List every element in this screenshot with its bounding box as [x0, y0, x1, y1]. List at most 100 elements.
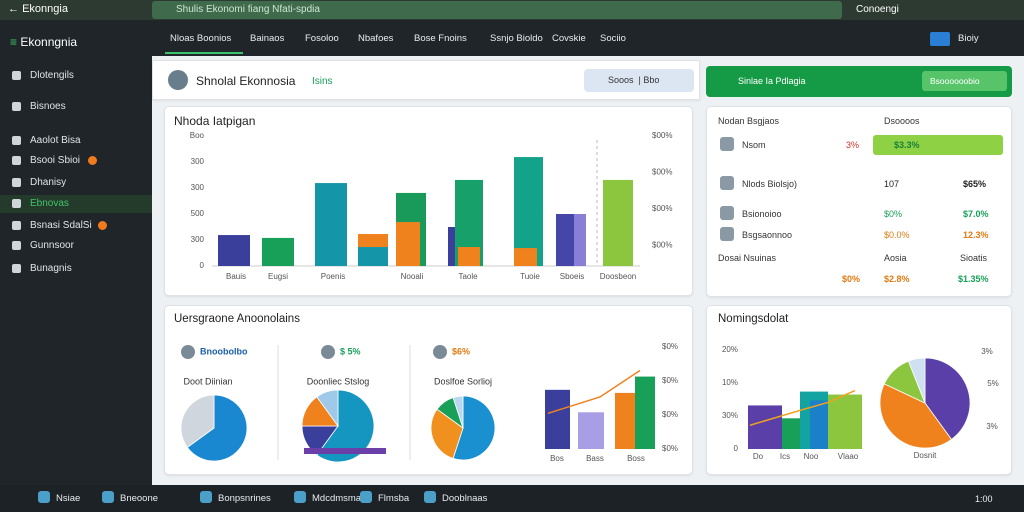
- task-item[interactable]: Flmsba: [378, 493, 410, 504]
- bar: [556, 214, 574, 266]
- header-button[interactable]: Sooos | Bbo: [584, 69, 694, 92]
- bar: [514, 248, 537, 266]
- side-item[interactable]: Gunnsoor: [30, 240, 74, 251]
- side-item[interactable]: Dlotengils: [30, 70, 74, 81]
- section-subtitle: Doonliec Stslog: [307, 376, 370, 386]
- task-item[interactable]: Mdcdmsmas: [312, 493, 366, 504]
- side-icon: [12, 136, 21, 145]
- bar: [448, 227, 456, 266]
- tab-underline: [165, 52, 243, 54]
- pie-slice: [316, 389, 375, 463]
- bar: [458, 247, 480, 266]
- nav-button[interactable]: Bioiy: [958, 33, 979, 44]
- task-icon: [424, 491, 436, 503]
- task-item[interactable]: Nsiae: [56, 493, 81, 504]
- side-item[interactable]: Ebnovas: [30, 198, 69, 209]
- side-icon: [12, 221, 21, 230]
- nav-tab[interactable]: Bose Fnoins: [414, 33, 467, 44]
- avatar: [168, 70, 188, 90]
- side-item[interactable]: Bisnoes: [30, 101, 66, 112]
- task-item[interactable]: Bonpsnrines: [218, 493, 271, 504]
- brand-text: Ekonngnia: [20, 35, 78, 49]
- y-tick-label: $0%: [662, 376, 678, 385]
- task-item[interactable]: Bneoone: [120, 493, 159, 504]
- bar: [545, 389, 570, 449]
- col-header: Sioatis: [960, 253, 988, 263]
- x-tick-label: Bos: [550, 454, 564, 463]
- task-icon: [38, 491, 50, 503]
- section-head: $6%: [452, 346, 470, 356]
- x-tick-label: Boss: [627, 454, 645, 463]
- side-item[interactable]: Dhanisy: [30, 177, 67, 188]
- bar: [358, 234, 388, 248]
- y2-tick-label: $00%: [652, 168, 672, 177]
- x-tick-label: Poenis: [321, 272, 345, 281]
- row-icon: [720, 176, 734, 190]
- y2-tick-label: $00%: [652, 241, 672, 250]
- col-header: Dsoooos: [884, 116, 920, 126]
- profile[interactable]: Conoengi: [856, 4, 899, 15]
- clock: 1:00: [975, 494, 993, 504]
- avatar: [433, 345, 447, 359]
- pie-slice: [430, 408, 464, 459]
- nav-tab[interactable]: Fosoloo: [305, 33, 339, 44]
- sidebar: [0, 20, 152, 485]
- row-label: Bsionoioo: [742, 209, 782, 219]
- line: [547, 369, 641, 415]
- section-subtitle: Doslfoe Sorlioj: [434, 376, 492, 386]
- side-icon: [12, 178, 21, 187]
- user-name: Shnolal Ekonnosia: [196, 74, 296, 88]
- chart-title: Nhoda Iatpigan: [174, 114, 256, 128]
- task-item[interactable]: Dooblnaas: [442, 493, 488, 504]
- x-tick-label: Eugsi: [268, 272, 288, 281]
- badge: [88, 156, 97, 165]
- y-tick-label: 300: [191, 183, 205, 192]
- progress: [873, 135, 1003, 155]
- tab-title[interactable]: ← Ekonngia: [8, 3, 68, 15]
- avatar: [181, 345, 195, 359]
- pie-value: 3%: [986, 422, 998, 431]
- section-subtitle: Doot Diinian: [183, 376, 232, 386]
- bar: [578, 412, 604, 449]
- x-tick-label: Do: [753, 452, 764, 461]
- y-tick-label: $0%: [662, 410, 678, 419]
- side-item[interactable]: Bunagnis: [30, 263, 72, 274]
- y-tick-label: 20%: [722, 345, 738, 354]
- analytics-card: [164, 305, 693, 475]
- bar: [635, 376, 655, 449]
- bar: [828, 394, 862, 449]
- row-value: $0%: [884, 209, 903, 219]
- pie-value: 3%: [981, 347, 993, 356]
- row-icon: [720, 227, 734, 241]
- row-value: $0.0%: [884, 230, 910, 240]
- pie-slice: [180, 394, 215, 448]
- side-item[interactable]: Aaolot Bisa: [30, 135, 81, 146]
- promo-text: Sinlae Ia Pdlagia: [738, 76, 806, 86]
- promo-button[interactable]: Bsoooooobio: [922, 71, 1007, 91]
- x-tick-label: Doosbeon: [600, 272, 636, 281]
- nav-tab[interactable]: Sociio: [600, 33, 626, 44]
- y-tick-label: 300: [191, 235, 205, 244]
- nav-tab[interactable]: Nbafoes: [358, 33, 394, 44]
- nav-tab[interactable]: Bainaos: [250, 33, 285, 44]
- y-tick-label: 0: [200, 261, 205, 270]
- row-icon: [720, 137, 734, 151]
- pie-slice: [316, 389, 339, 428]
- side-icon: [12, 241, 21, 250]
- button-text: Bbo: [643, 75, 660, 85]
- nav-tab[interactable]: Nloas Boonios: [170, 33, 232, 44]
- button-text: Sooos: [608, 75, 634, 85]
- url-bar[interactable]: Shulis Ekonomi fiang Nfati-spdia: [152, 1, 842, 19]
- nav-tab[interactable]: Covskie: [552, 33, 586, 44]
- pie-slice: [924, 357, 971, 440]
- task-icon: [102, 491, 114, 503]
- legend-strip: [304, 448, 386, 454]
- bar: [514, 157, 543, 266]
- tab-text: Ekonngia: [22, 3, 68, 15]
- nav-tab[interactable]: Ssnjo Bioldo: [490, 33, 543, 44]
- side-item[interactable]: Bsooi Sbioi: [30, 155, 81, 166]
- side-item[interactable]: Bsnasi SdalSi: [30, 220, 92, 231]
- x-tick-label: Bass: [586, 454, 604, 463]
- taskbar: [0, 485, 1024, 512]
